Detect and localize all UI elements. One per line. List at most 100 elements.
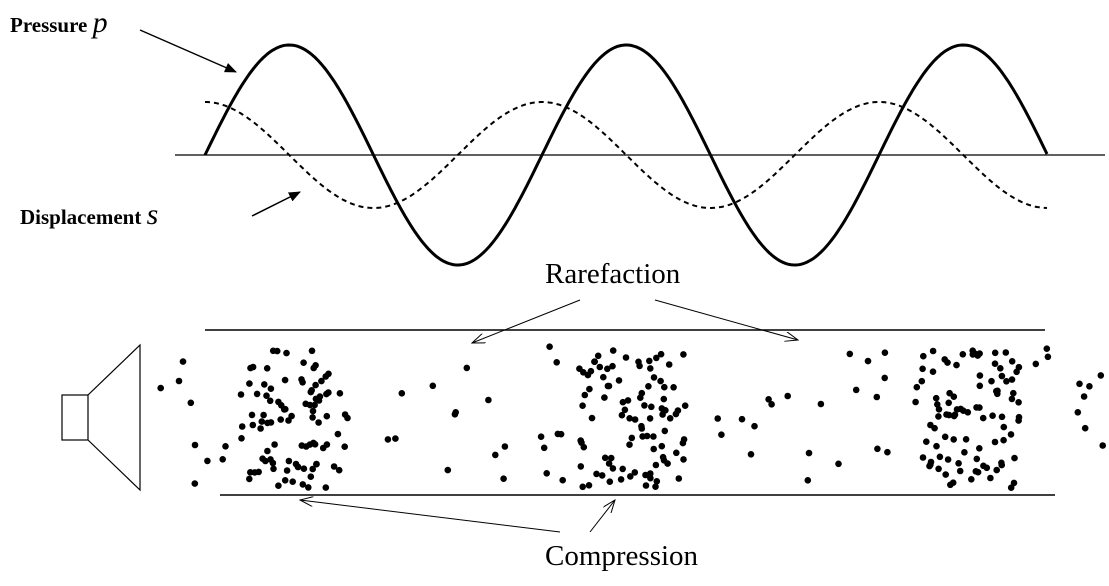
particle	[941, 433, 949, 441]
particle	[1043, 345, 1051, 353]
particle	[944, 456, 952, 463]
particle	[302, 400, 310, 408]
particle	[956, 467, 964, 475]
particle	[557, 430, 565, 438]
particle	[605, 460, 613, 467]
particle	[976, 445, 983, 452]
particle	[546, 343, 553, 351]
particle	[585, 482, 593, 489]
particle	[1008, 358, 1016, 365]
particle	[647, 474, 654, 482]
particle	[392, 435, 399, 442]
particle	[968, 476, 975, 483]
particle	[264, 447, 271, 455]
particle	[1076, 380, 1083, 388]
particle	[817, 400, 825, 408]
particle	[271, 441, 278, 448]
particle	[661, 427, 669, 435]
particle	[934, 401, 941, 408]
particle	[768, 401, 775, 408]
displacement-label: Displacement s	[20, 198, 158, 231]
particle	[941, 356, 948, 363]
particle	[927, 458, 935, 466]
particle	[962, 436, 970, 443]
particle	[275, 482, 282, 490]
particle	[631, 416, 639, 423]
particle	[665, 361, 673, 368]
particle	[485, 396, 492, 404]
particle	[323, 412, 331, 420]
particle	[953, 406, 961, 413]
particle	[973, 455, 981, 463]
particle	[636, 362, 643, 370]
particle	[577, 463, 585, 470]
arrow	[300, 500, 561, 533]
particle	[313, 460, 320, 468]
particle	[873, 393, 881, 401]
particle	[615, 377, 623, 384]
particle	[919, 365, 926, 373]
particle	[341, 443, 349, 451]
particle	[598, 472, 606, 479]
particle	[310, 364, 318, 372]
particle	[874, 445, 881, 453]
particle	[680, 351, 687, 358]
particle	[804, 477, 812, 484]
particle	[600, 373, 607, 381]
particle	[932, 394, 940, 402]
particle	[586, 385, 593, 393]
particle	[292, 460, 300, 468]
particle	[318, 377, 325, 385]
particle	[335, 466, 343, 474]
particle	[312, 381, 319, 389]
particle	[976, 382, 984, 390]
particle	[315, 419, 322, 426]
particle	[681, 402, 689, 410]
particle	[594, 352, 602, 360]
particle	[961, 449, 968, 456]
particle	[309, 414, 316, 421]
particle	[1010, 479, 1018, 487]
particle	[628, 434, 636, 442]
particle	[1099, 442, 1106, 449]
particle	[1000, 436, 1007, 444]
particle	[311, 441, 319, 448]
particle	[657, 377, 664, 385]
particle	[1086, 383, 1093, 390]
particle	[1015, 399, 1022, 406]
particle	[249, 421, 257, 429]
particle	[988, 377, 995, 385]
particle	[835, 460, 842, 468]
particle	[1081, 424, 1089, 432]
particle	[157, 384, 164, 392]
particle	[283, 349, 290, 357]
particle	[912, 398, 919, 406]
particle	[619, 465, 626, 473]
particle	[576, 365, 583, 373]
particle	[943, 411, 950, 418]
particle	[579, 402, 586, 410]
particle	[248, 411, 256, 419]
particle	[289, 478, 297, 486]
particle	[648, 403, 655, 411]
particle	[935, 465, 942, 473]
particle	[918, 377, 926, 385]
particle	[1011, 454, 1018, 462]
particle	[238, 423, 246, 430]
particle	[991, 360, 999, 368]
particle	[604, 365, 611, 373]
particle	[246, 475, 253, 483]
particle	[920, 352, 927, 360]
particle	[266, 397, 274, 405]
particle	[322, 484, 330, 491]
particle	[852, 386, 860, 394]
particle	[652, 461, 660, 469]
particle	[285, 457, 293, 465]
particle	[718, 431, 725, 439]
particle	[935, 413, 942, 420]
particle	[864, 357, 872, 365]
particle	[537, 433, 545, 441]
particle	[747, 451, 755, 458]
particle	[281, 477, 289, 484]
